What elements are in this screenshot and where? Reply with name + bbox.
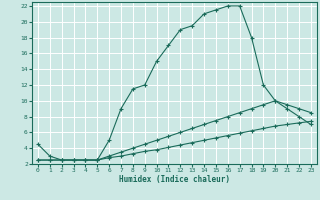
X-axis label: Humidex (Indice chaleur): Humidex (Indice chaleur): [119, 175, 230, 184]
